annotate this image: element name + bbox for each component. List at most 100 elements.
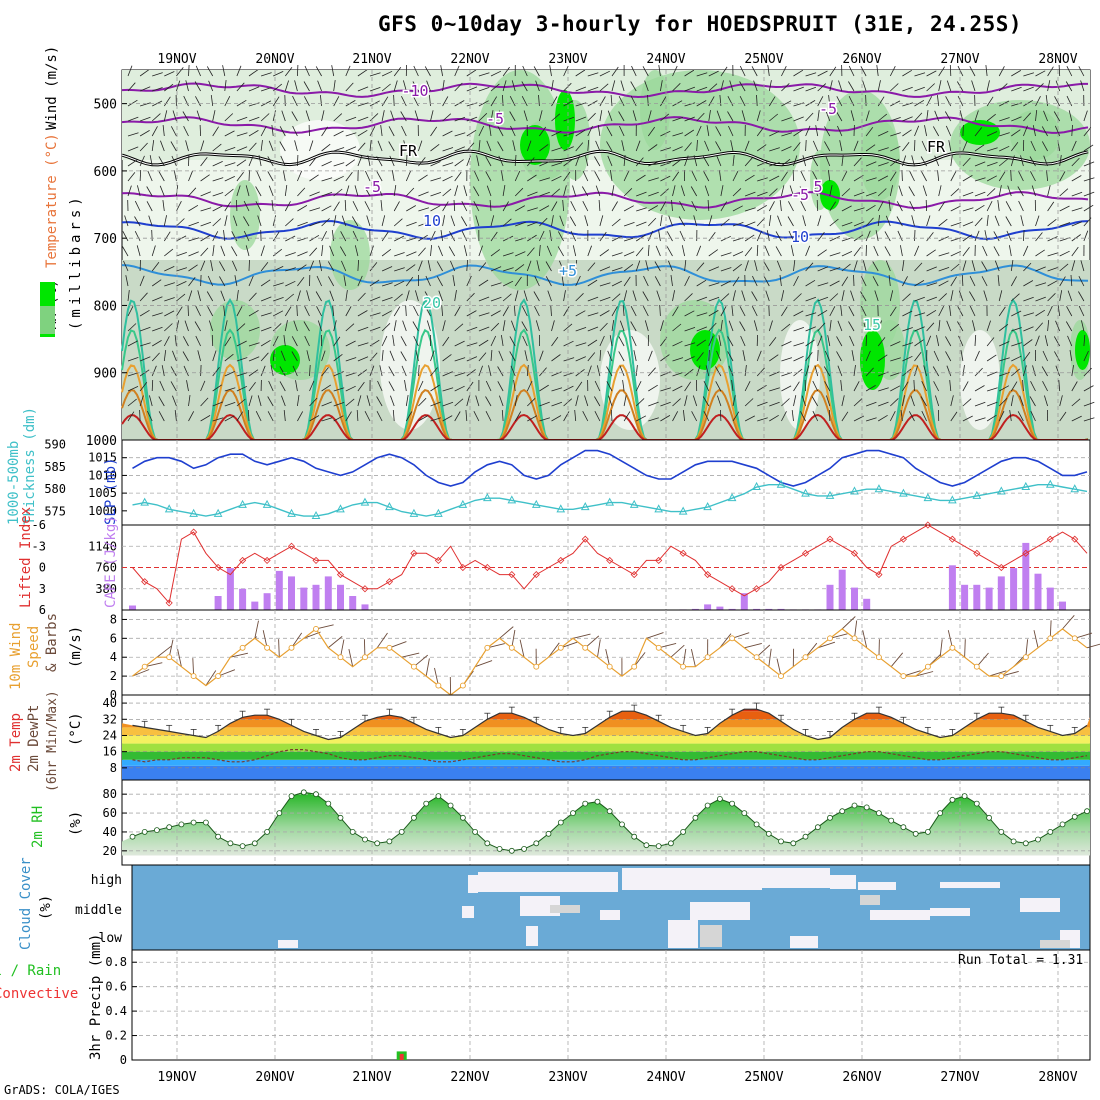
wind-barb	[1071, 260, 1076, 272]
wind-barb	[926, 96, 933, 107]
wind-barb	[390, 110, 395, 122]
wind-barb	[777, 215, 782, 227]
wind-barb	[450, 215, 456, 227]
wind-barb	[902, 260, 905, 272]
wind-barb	[691, 170, 698, 182]
rh2m-marker	[876, 810, 882, 816]
wind-barb	[176, 306, 183, 317]
wind-speed-marker	[264, 644, 271, 651]
wind-barb	[188, 264, 198, 272]
wind-barb	[998, 290, 1003, 302]
cape-ylabel-cape: CAPE (J/kg)	[103, 515, 119, 608]
wind-barb	[147, 170, 153, 182]
rh2m-marker	[925, 829, 931, 835]
wind-barb	[958, 335, 964, 347]
wind-barb	[551, 162, 563, 167]
wind-barb	[194, 321, 201, 332]
wind-barb	[297, 264, 307, 272]
wind-barb	[1071, 415, 1082, 422]
wind-barb	[848, 81, 855, 92]
wind-barb	[850, 290, 855, 302]
wind-barb	[412, 96, 419, 107]
wind-barb	[294, 140, 298, 152]
wind-barb	[478, 326, 490, 332]
thickness-marker	[287, 508, 296, 517]
wind-barb	[195, 305, 201, 317]
wind-barb	[291, 336, 298, 347]
wind-barb	[208, 320, 214, 332]
wind10m-barb	[278, 639, 280, 658]
wind-barb	[152, 296, 163, 302]
cloud-level-label: low	[99, 931, 123, 946]
wind-barb	[418, 191, 429, 197]
wind-barb	[490, 349, 493, 362]
wind-barb	[1023, 112, 1031, 122]
wind-barb	[716, 110, 722, 122]
rh2m-marker	[729, 800, 735, 807]
wind-barb	[442, 147, 454, 152]
wind-barb	[139, 382, 148, 392]
contour-label: 20	[423, 294, 441, 312]
wind-barb	[680, 185, 685, 197]
wind-barb	[1035, 266, 1046, 272]
wind-barb	[1010, 395, 1014, 407]
slp-tick-label: 1005	[88, 486, 117, 500]
wind-barb	[357, 155, 363, 167]
bottom-day-label: 28NOV	[1038, 1070, 1077, 1085]
wind-barb	[921, 171, 927, 182]
wind-barb	[720, 267, 732, 272]
wind10m-barb	[690, 649, 696, 667]
wind-barb	[224, 336, 232, 347]
wind-barb	[1020, 215, 1024, 227]
wind-barb	[769, 147, 780, 152]
wind-barb	[865, 230, 871, 242]
wind-barb	[406, 205, 417, 212]
wind-speed-marker	[753, 654, 760, 661]
upper-ylabel-temp: Temperature (°C)	[44, 133, 60, 268]
wind-barb	[862, 80, 867, 92]
wind-barb	[563, 357, 575, 362]
temp-lines	[132, 702, 1088, 763]
wind-barb	[267, 396, 274, 407]
rh2m-marker	[276, 810, 283, 816]
wind-barb	[478, 87, 490, 92]
temp-tick-label: 32	[103, 712, 117, 726]
wind-barb	[1046, 170, 1048, 182]
wind-barb	[1071, 140, 1077, 152]
wind-barb	[630, 81, 637, 92]
wind-barb	[776, 260, 782, 272]
wind-barb	[158, 411, 165, 422]
cape-bar	[226, 568, 234, 610]
chart-title: GFS 0~10day 3-hourly for HOEDSPRUIT (31E…	[378, 12, 1023, 36]
temp-ylabel-1: 2m Temp	[8, 713, 24, 772]
wind10m-barb	[177, 649, 182, 667]
rh2m-marker	[215, 833, 222, 840]
wind-barb	[236, 159, 247, 167]
wind-barb	[575, 310, 586, 317]
wind-barb	[768, 80, 772, 92]
wind-barb	[345, 290, 348, 302]
wind-barb	[1059, 290, 1063, 302]
wind-barb	[1023, 245, 1029, 257]
wind-barb	[800, 201, 806, 212]
wind-barb	[333, 371, 344, 377]
wind-barb	[1011, 129, 1021, 137]
wind-barb	[536, 260, 540, 272]
li-marker	[141, 578, 149, 586]
temp-tick-label: 8	[110, 761, 117, 775]
wind-barb	[635, 174, 646, 182]
wind-barb	[727, 336, 734, 347]
pressure-tick-label: 700	[94, 232, 117, 247]
wind-barb	[1009, 410, 1012, 422]
wind-barb	[183, 365, 189, 377]
wind-barb	[999, 357, 1010, 362]
wind-barb	[744, 207, 756, 212]
wind-barb	[672, 372, 684, 377]
wind-speed-marker	[215, 673, 222, 680]
wind-speed-marker	[313, 625, 319, 632]
wind10m-barb	[682, 648, 687, 667]
wind-barb	[164, 266, 175, 272]
wind-barb	[902, 327, 913, 332]
